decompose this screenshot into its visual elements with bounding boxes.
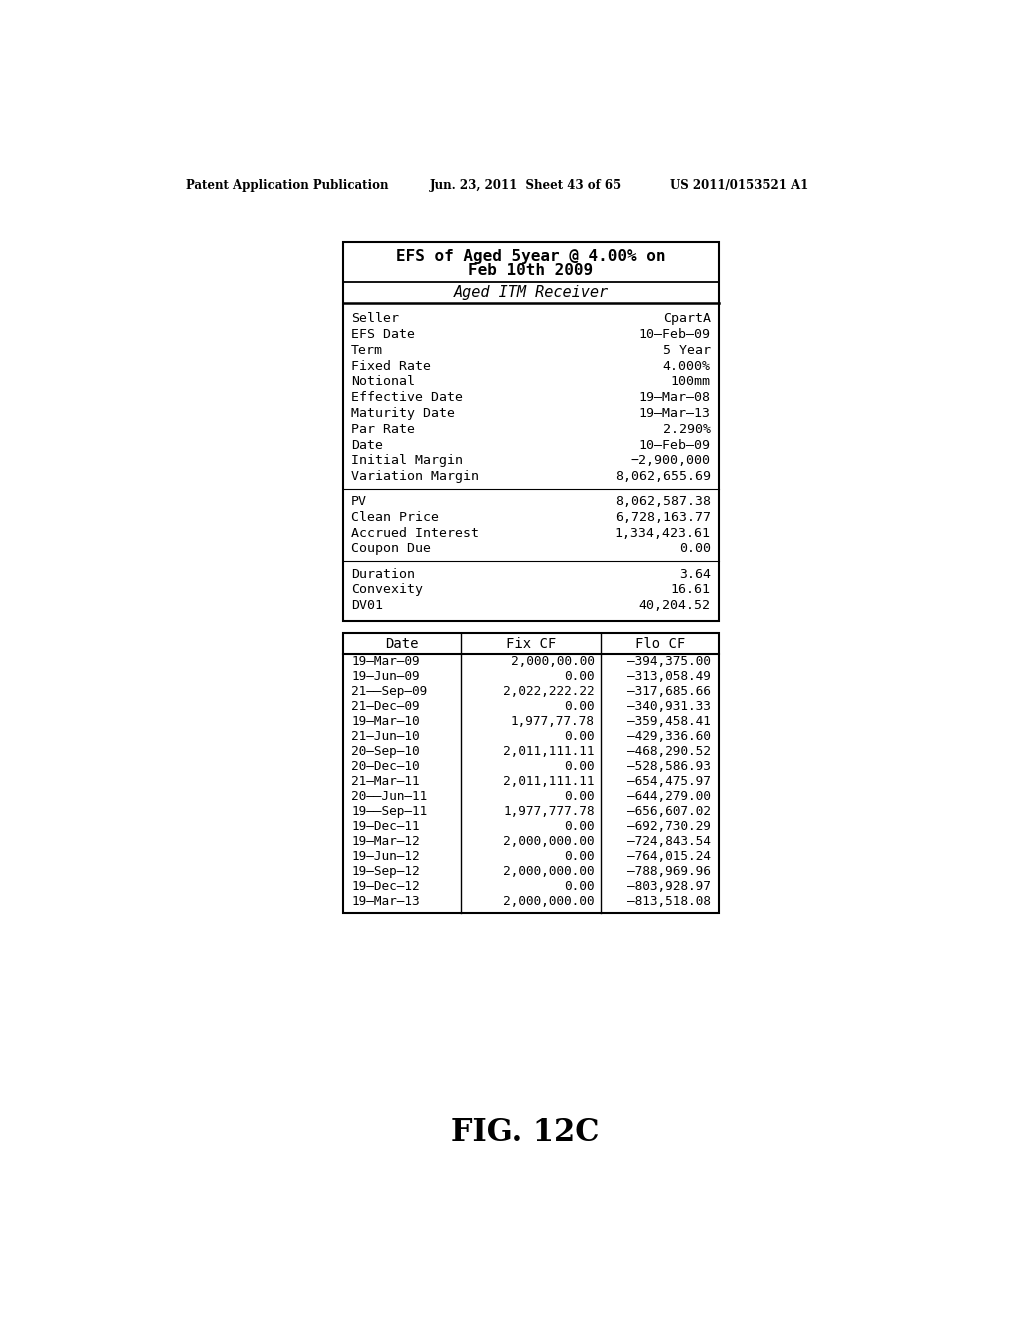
- Text: 40,204.52: 40,204.52: [639, 599, 711, 612]
- Text: Jun. 23, 2011  Sheet 43 of 65: Jun. 23, 2011 Sheet 43 of 65: [430, 178, 623, 191]
- Text: Flo CF: Flo CF: [635, 636, 685, 651]
- Text: Fixed Rate: Fixed Rate: [351, 359, 431, 372]
- Text: Aged ITM Receiver: Aged ITM Receiver: [454, 285, 608, 300]
- Text: 0.00: 0.00: [564, 789, 595, 803]
- Text: Clean Price: Clean Price: [351, 511, 439, 524]
- Text: 2,000,000.00: 2,000,000.00: [503, 834, 595, 847]
- Text: Maturity Date: Maturity Date: [351, 407, 456, 420]
- Text: 20–Sep–10: 20–Sep–10: [351, 744, 420, 758]
- Text: 0.00: 0.00: [564, 879, 595, 892]
- Text: 0.00: 0.00: [564, 759, 595, 772]
- Text: 0.00: 0.00: [564, 730, 595, 743]
- Text: –313,058.49: –313,058.49: [627, 669, 711, 682]
- Text: 21–Jun–10: 21–Jun–10: [351, 730, 420, 743]
- Bar: [343, 242, 719, 622]
- Text: Duration: Duration: [351, 568, 415, 581]
- Text: –764,015.24: –764,015.24: [627, 850, 711, 863]
- Text: Variation Margin: Variation Margin: [351, 470, 479, 483]
- Text: 19–Mar–12: 19–Mar–12: [351, 834, 420, 847]
- Text: Convexity: Convexity: [351, 583, 423, 597]
- Text: –813,518.08: –813,518.08: [627, 895, 711, 908]
- Text: 20–Dec–10: 20–Dec–10: [351, 759, 420, 772]
- Text: 19–Mar–13: 19–Mar–13: [351, 895, 420, 908]
- Text: EFS of Aged 5year @ 4.00% on: EFS of Aged 5year @ 4.00% on: [396, 249, 666, 264]
- Text: 19–Mar–09: 19–Mar–09: [351, 655, 420, 668]
- Text: PV: PV: [351, 495, 368, 508]
- Text: –724,843.54: –724,843.54: [627, 834, 711, 847]
- Text: 1,334,423.61: 1,334,423.61: [614, 527, 711, 540]
- Text: 21–Dec–09: 21–Dec–09: [351, 700, 420, 713]
- Text: Notional: Notional: [351, 375, 415, 388]
- Text: –468,290.52: –468,290.52: [627, 744, 711, 758]
- Text: Coupon Due: Coupon Due: [351, 543, 431, 556]
- Text: −2,900,000: −2,900,000: [631, 454, 711, 467]
- Bar: [343, 634, 719, 912]
- Text: 8,062,655.69: 8,062,655.69: [614, 470, 711, 483]
- Text: 4.000%: 4.000%: [663, 359, 711, 372]
- Text: 19–Jun–09: 19–Jun–09: [351, 669, 420, 682]
- Text: 19–Mar–10: 19–Mar–10: [351, 714, 420, 727]
- Text: –317,685.66: –317,685.66: [627, 685, 711, 697]
- Text: 1,977,777.78: 1,977,777.78: [503, 805, 595, 817]
- Text: 2,000,000.00: 2,000,000.00: [503, 895, 595, 908]
- Text: 19–Dec–12: 19–Dec–12: [351, 879, 420, 892]
- Text: 19–Sep–12: 19–Sep–12: [351, 865, 420, 878]
- Text: FIG. 12C: FIG. 12C: [451, 1117, 599, 1148]
- Text: 5 Year: 5 Year: [663, 343, 711, 356]
- Text: 8,062,587.38: 8,062,587.38: [614, 495, 711, 508]
- Text: 2,022,222.22: 2,022,222.22: [503, 685, 595, 697]
- Text: 21–Mar–11: 21–Mar–11: [351, 775, 420, 788]
- Text: 6,728,163.77: 6,728,163.77: [614, 511, 711, 524]
- Text: 2,011,111.11: 2,011,111.11: [503, 744, 595, 758]
- Text: Fix CF: Fix CF: [506, 636, 556, 651]
- Text: Initial Margin: Initial Margin: [351, 454, 463, 467]
- Text: 1,977,77.78: 1,977,77.78: [511, 714, 595, 727]
- Text: 0.00: 0.00: [679, 543, 711, 556]
- Text: 16.61: 16.61: [671, 583, 711, 597]
- Text: 19–Mar–13: 19–Mar–13: [639, 407, 711, 420]
- Text: 0.00: 0.00: [564, 850, 595, 863]
- Text: –692,730.29: –692,730.29: [627, 820, 711, 833]
- Text: Feb 10th 2009: Feb 10th 2009: [468, 263, 594, 279]
- Text: –644,279.00: –644,279.00: [627, 789, 711, 803]
- Text: 19––Sep–11: 19––Sep–11: [351, 805, 427, 817]
- Text: –788,969.96: –788,969.96: [627, 865, 711, 878]
- Text: –429,336.60: –429,336.60: [627, 730, 711, 743]
- Text: 0.00: 0.00: [564, 700, 595, 713]
- Text: 2,011,111.11: 2,011,111.11: [503, 775, 595, 788]
- Text: 100mm: 100mm: [671, 375, 711, 388]
- Text: US 2011/0153521 A1: US 2011/0153521 A1: [671, 178, 809, 191]
- Text: EFS Date: EFS Date: [351, 329, 415, 341]
- Text: 2.290%: 2.290%: [663, 422, 711, 436]
- Text: 19–Mar–08: 19–Mar–08: [639, 391, 711, 404]
- Text: Par Rate: Par Rate: [351, 422, 415, 436]
- Text: –340,931.33: –340,931.33: [627, 700, 711, 713]
- Text: Date: Date: [351, 438, 383, 451]
- Text: –359,458.41: –359,458.41: [627, 714, 711, 727]
- Text: 0.00: 0.00: [564, 820, 595, 833]
- Text: 10–Feb–09: 10–Feb–09: [639, 329, 711, 341]
- Text: 20––Jun–11: 20––Jun–11: [351, 789, 427, 803]
- Text: Date: Date: [386, 636, 419, 651]
- Text: Effective Date: Effective Date: [351, 391, 463, 404]
- Text: –528,586.93: –528,586.93: [627, 759, 711, 772]
- Text: DV01: DV01: [351, 599, 383, 612]
- Text: 3.64: 3.64: [679, 568, 711, 581]
- Text: Seller: Seller: [351, 313, 399, 325]
- Text: 2,000,000.00: 2,000,000.00: [503, 865, 595, 878]
- Text: 0.00: 0.00: [564, 669, 595, 682]
- Text: –803,928.97: –803,928.97: [627, 879, 711, 892]
- Text: 19–Dec–11: 19–Dec–11: [351, 820, 420, 833]
- Text: 10–Feb–09: 10–Feb–09: [639, 438, 711, 451]
- Text: 21––Sep–09: 21––Sep–09: [351, 685, 427, 697]
- Text: 2,000,00.00: 2,000,00.00: [511, 655, 595, 668]
- Text: 19–Jun–12: 19–Jun–12: [351, 850, 420, 863]
- Text: –656,607.02: –656,607.02: [627, 805, 711, 817]
- Text: Term: Term: [351, 343, 383, 356]
- Text: –654,475.97: –654,475.97: [627, 775, 711, 788]
- Text: Accrued Interest: Accrued Interest: [351, 527, 479, 540]
- Text: –394,375.00: –394,375.00: [627, 655, 711, 668]
- Text: Patent Application Publication: Patent Application Publication: [186, 178, 389, 191]
- Text: CpartA: CpartA: [663, 313, 711, 325]
